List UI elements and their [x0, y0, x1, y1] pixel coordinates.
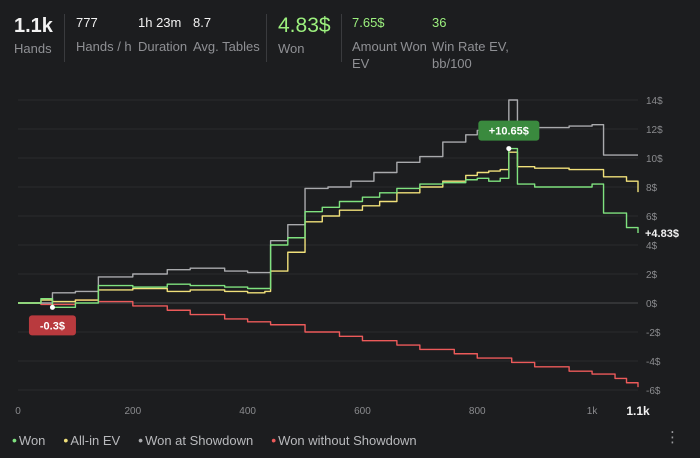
stat-avg-tables-value: 8.7	[193, 15, 212, 30]
stat-win-rate-ev-label: Win Rate EV, bb/100	[432, 38, 509, 72]
chart-legend: • Won • All-in EV • Won at Showdown • Won wi…	[12, 432, 435, 448]
y-tick-label: 2$	[646, 270, 658, 281]
y-tick-label: -2$	[646, 328, 661, 339]
stat-win-rate-ev-value: 36	[432, 15, 447, 30]
legend-dot-icon: •	[271, 432, 277, 448]
divider	[64, 14, 65, 62]
more-options-icon[interactable]: ⋮	[665, 429, 680, 446]
y-tick-label: 14$	[646, 96, 663, 107]
legend-label: Won without Showdown	[278, 433, 417, 448]
legend-label: Won at Showdown	[145, 433, 254, 448]
y-tick-label: 8$	[646, 183, 658, 194]
annotation-point	[49, 304, 55, 310]
stat-win-rate-ev-label-line1: Win Rate EV,	[432, 39, 509, 54]
divider	[266, 14, 267, 62]
y-tick-label: 0$	[646, 299, 658, 310]
stat-hands-per-hour: 777 Hands / h	[76, 14, 132, 55]
stat-amount-won-ev-label-line2: EV	[352, 56, 370, 71]
legend-item-won-without-showdown[interactable]: • Won without Showdown	[271, 432, 416, 448]
stat-avg-tables: 8.7 Avg. Tables	[193, 14, 260, 55]
x-tick-label: 1k	[587, 406, 599, 417]
y-tick-label: 6$	[646, 212, 658, 223]
x-tick-label: 0	[15, 406, 21, 417]
legend-item-allin-ev[interactable]: • All-in EV	[63, 432, 120, 448]
y-tick-label: 12$	[646, 125, 663, 136]
annotation-badge	[478, 120, 540, 141]
stat-won: 4.83$ Won	[278, 14, 331, 57]
stat-amount-won-ev: 7.65$ Amount Won EV	[352, 14, 427, 72]
y-tick-label: 4$	[646, 241, 658, 252]
x-tick-label: 800	[469, 406, 486, 417]
stat-duration: 1h 23m Duration	[138, 14, 187, 55]
profit-chart[interactable]: 14$ 12$ 10$ 8$ 6$ 4$ 2$ 0$ -2$ -4$ -6$ 0 200 400 600 80…	[0, 90, 700, 425]
stat-win-rate-ev: 36 Win Rate EV, bb/100	[432, 14, 509, 72]
legend-dot-icon: •	[63, 432, 69, 448]
stat-hands-label: Hands	[14, 41, 52, 56]
divider	[341, 14, 342, 62]
x-tick-label: 200	[124, 406, 141, 417]
annotation-point	[506, 146, 512, 152]
stat-amount-won-ev-label-line1: Amount Won	[352, 39, 427, 54]
stat-avg-tables-label: Avg. Tables	[193, 39, 260, 54]
stat-win-rate-ev-label-line2: bb/100	[432, 56, 472, 71]
series-line-no_showdown	[18, 299, 639, 388]
legend-item-won-at-showdown[interactable]: • Won at Showdown	[138, 432, 253, 448]
annotation-label: +10.65$	[489, 126, 529, 138]
x-tick-label: 600	[354, 406, 371, 417]
stat-won-label: Won	[278, 41, 305, 56]
annotation-label: -0.3$	[40, 320, 65, 332]
stat-amount-won-ev-value: 7.65$	[352, 15, 385, 30]
stat-hands: 1.1k Hands	[14, 14, 53, 57]
won-end-label: +4.83$	[645, 228, 679, 240]
y-tick-label: -6$	[646, 386, 661, 397]
stat-hands-per-hour-value: 777	[76, 15, 98, 30]
legend-label: All-in EV	[70, 433, 121, 448]
y-tick-label: -4$	[646, 357, 661, 368]
x-end-label: 1.1k	[626, 404, 650, 418]
legend-dot-icon: •	[12, 432, 17, 448]
legend-dot-icon: •	[138, 432, 144, 448]
legend-label: Won	[18, 433, 46, 448]
annotation-badge	[28, 315, 76, 336]
y-tick-label: 10$	[646, 154, 663, 165]
legend-item-won[interactable]: • Won	[12, 432, 45, 448]
stats-bar: 1.1k Hands 777 Hands / h 1h 23m Duration…	[0, 0, 700, 80]
stat-duration-label: Duration	[138, 39, 188, 54]
stat-amount-won-ev-label: Amount Won EV	[352, 38, 427, 72]
series-line-won	[18, 147, 639, 309]
series-line-showdown	[18, 99, 638, 304]
stat-hands-per-hour-label: Hands / h	[76, 39, 132, 54]
series-line-allin_ev	[18, 151, 639, 304]
stat-won-value: 4.83$	[278, 14, 331, 37]
x-tick-label: 400	[239, 406, 256, 417]
stat-hands-value: 1.1k	[14, 15, 53, 37]
stat-duration-value: 1h 23m	[138, 15, 182, 30]
